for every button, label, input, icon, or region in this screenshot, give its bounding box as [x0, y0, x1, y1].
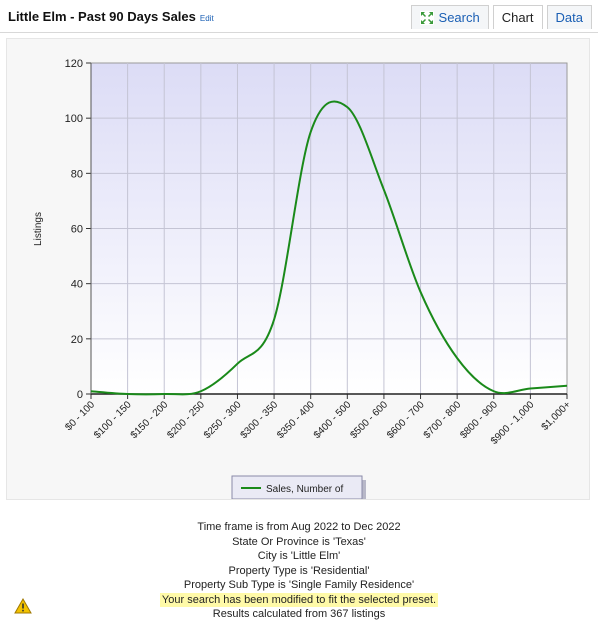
warning-icon [14, 598, 32, 614]
y-axis-label: Listings [33, 212, 44, 246]
y-tick-label: 20 [71, 334, 83, 346]
x-tick-label: $250 - 300 [202, 399, 244, 441]
x-tick-label: $600 - 700 [385, 399, 427, 441]
x-tick-label: $350 - 400 [275, 399, 317, 441]
y-tick-label: 60 [71, 224, 83, 236]
series-line-sales [90, 100, 568, 396]
widget-header: Little Elm - Past 90 Days Sales Edit Sea… [0, 0, 598, 33]
criteria-property-subtype: Property Sub Type is 'Single Family Resi… [183, 579, 415, 591]
y-tick-label: 80 [71, 168, 83, 180]
criteria-state: State Or Province is 'Texas' [232, 535, 366, 548]
title-bar: Little Elm - Past 90 Days Sales Edit [8, 9, 214, 24]
chart-panel: 0 20 40 60 80 100 120 $0 - 100 $100 - 150 $150 - … [6, 38, 590, 503]
tab-chart[interactable]: Chart [492, 5, 543, 29]
results-count: Results calculated from 367 listings [212, 608, 386, 620]
sales-line-chart: 0 20 40 60 80 100 120 $0 - 100$100 - 150$150 - … [33, 58, 574, 503]
x-tick-label: $1,000+ [540, 399, 574, 433]
expand-icon [419, 10, 434, 25]
legend-label: Sales, Number of [266, 484, 343, 495]
tab-search-label: Search [438, 10, 480, 25]
tab-data[interactable]: Data [546, 5, 592, 29]
search-criteria: Time frame is from Aug 2022 to Dec 2022 … [0, 520, 598, 622]
widget-title: Little Elm - Past 90 Days Sales [8, 9, 196, 24]
y-tick-label: 0 [77, 389, 83, 401]
x-tick-label: $200 - 250 [165, 399, 207, 441]
criteria-timeframe: Time frame is from Aug 2022 to Dec 2022 [197, 521, 401, 533]
legend: Sales, Number of [231, 475, 366, 503]
criteria-city: City is 'Little Elm' [257, 550, 341, 562]
x-tick-label: $300 - 350 [239, 399, 281, 441]
y-tick-label: 100 [65, 113, 83, 125]
edit-link[interactable]: Edit [199, 14, 214, 23]
x-tick-label: $400 - 500 [312, 399, 354, 441]
warning-message: Your search has been modified to fit the… [159, 592, 439, 607]
y-tick-label: 40 [71, 279, 83, 291]
x-tick-label: $700 - 800 [422, 399, 464, 441]
tab-search[interactable]: Search [410, 5, 489, 29]
x-tick-label: $150 - 200 [129, 399, 171, 441]
view-tabs: Search Chart Data [407, 5, 592, 29]
x-tick-label: $0 - 100 [63, 399, 97, 433]
x-tick-label: $500 - 600 [348, 399, 390, 441]
y-tick-label: 120 [65, 58, 83, 70]
criteria-property-type: Property Type is 'Residential' [228, 564, 370, 577]
x-tick-label: $100 - 150 [92, 399, 134, 441]
